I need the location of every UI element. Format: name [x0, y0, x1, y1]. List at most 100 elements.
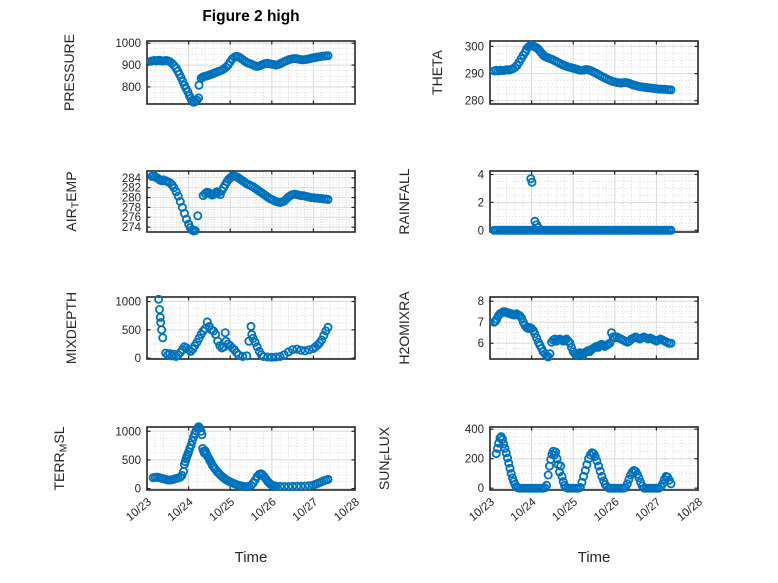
- x-tick-label: 10/28: [675, 496, 705, 524]
- data-point: [597, 471, 607, 481]
- data-point: [220, 328, 230, 338]
- data-point: [283, 482, 293, 492]
- data-point: [300, 481, 310, 491]
- axis-ticks: [146, 297, 356, 359]
- y-axis-label: H2OMIXRA: [396, 291, 412, 365]
- y-tick-label: 800: [122, 82, 141, 94]
- subplot-theta: 280 290 300 THETA: [429, 40, 699, 108]
- subplot-rainfall: 0 2 4 RAINFALL: [396, 168, 699, 237]
- y-axis-label: THETA: [429, 49, 445, 95]
- minor-grid: [490, 171, 698, 232]
- axis-ticks: [146, 41, 356, 104]
- subplot-pressure: 800 900 1000 PRESSURE: [61, 34, 356, 111]
- axis-box: [489, 170, 699, 233]
- axis-box: [146, 170, 356, 233]
- y-tick-label: 290: [465, 69, 484, 81]
- data-point: [288, 481, 298, 491]
- y-tick-label: 4: [478, 169, 485, 181]
- y-tick-label: 274: [122, 222, 142, 234]
- y-tick-label: 200: [465, 454, 484, 466]
- data-point: [250, 337, 260, 347]
- x-tick-label: 10/25: [550, 496, 580, 524]
- x-tick-label: 10/26: [592, 496, 622, 524]
- data-point: [215, 341, 225, 351]
- subplot-terr-msl: 0 500 1000 10/23 10/24 10/25 10/26 10/27 10/28 TE…: [51, 422, 362, 524]
- data-point: [323, 51, 333, 61]
- figure-title: Figure 2 high: [202, 8, 300, 25]
- data-point: [317, 335, 327, 345]
- data-point: [296, 481, 306, 491]
- data-point: [194, 93, 204, 103]
- data-point: [271, 481, 281, 491]
- data-point: [575, 482, 585, 492]
- data-point: [171, 187, 181, 197]
- y-tick-label: 2: [478, 197, 484, 209]
- x-tick-label: 10/23: [124, 496, 154, 524]
- data-point: [184, 345, 194, 355]
- y-tick-label: 1000: [115, 297, 141, 309]
- data-point: [252, 342, 262, 352]
- y-axis-label: MIXDEPTH: [63, 292, 79, 364]
- axis-box: [489, 296, 699, 360]
- data-point: [565, 338, 575, 348]
- data-point: [275, 351, 285, 361]
- data-point: [555, 467, 565, 477]
- y-tick-label: 278: [122, 202, 141, 214]
- data-point: [221, 62, 231, 72]
- plot-area: [147, 41, 355, 104]
- data-point: [323, 194, 333, 204]
- y-tick-label: 0: [478, 483, 484, 495]
- data-point: [666, 225, 676, 235]
- data-point: [157, 325, 167, 335]
- data-point: [545, 349, 555, 359]
- data-point: [186, 346, 196, 356]
- data-point: [198, 326, 208, 336]
- y-tick-label: 282: [122, 183, 141, 195]
- data-point: [231, 347, 241, 357]
- major-grid: [490, 427, 698, 490]
- y-tick-label: 0: [478, 225, 484, 237]
- data-point: [666, 479, 676, 489]
- x-axis-label-left: Time: [234, 549, 268, 566]
- data-point: [557, 471, 567, 481]
- subplot-mixdepth: 0 500 1000 MIXDEPTH: [63, 292, 356, 365]
- data-point: [267, 352, 277, 362]
- data-point: [543, 470, 553, 480]
- data-point: [246, 480, 256, 490]
- data-point: [624, 474, 634, 484]
- data-point: [595, 466, 605, 476]
- data-point: [658, 479, 668, 489]
- data-point: [271, 352, 281, 362]
- data-point: [556, 461, 566, 471]
- data-point: [532, 333, 542, 343]
- data-point: [594, 461, 604, 471]
- data-point: [275, 481, 285, 491]
- data-point: [552, 454, 562, 464]
- data-point: [296, 345, 306, 355]
- data-point: [527, 177, 537, 187]
- data-point: [194, 422, 204, 432]
- y-tick-label: 280: [122, 193, 141, 205]
- data-points: [491, 432, 676, 493]
- y-tick-label: 280: [465, 96, 484, 108]
- data-point: [263, 352, 273, 362]
- y-tick-label: 276: [122, 212, 141, 224]
- x-tick-label: 10/28: [332, 496, 362, 524]
- data-point: [258, 351, 268, 361]
- x-tick-label: 10/24: [166, 496, 196, 524]
- data-point: [506, 468, 516, 478]
- data-points: [147, 170, 333, 236]
- subplot-h2omixra: 6 7 8 H2OMIXRA: [396, 291, 699, 365]
- data-points: [148, 422, 333, 492]
- data-point: [517, 313, 527, 323]
- axis-ticks: [146, 427, 356, 490]
- data-point: [590, 451, 600, 461]
- data-points: [489, 174, 676, 235]
- data-point: [292, 344, 302, 354]
- data-point: [491, 449, 501, 459]
- data-points: [146, 51, 333, 107]
- data-point: [505, 463, 515, 473]
- x-tick-label: 10/25: [207, 496, 237, 524]
